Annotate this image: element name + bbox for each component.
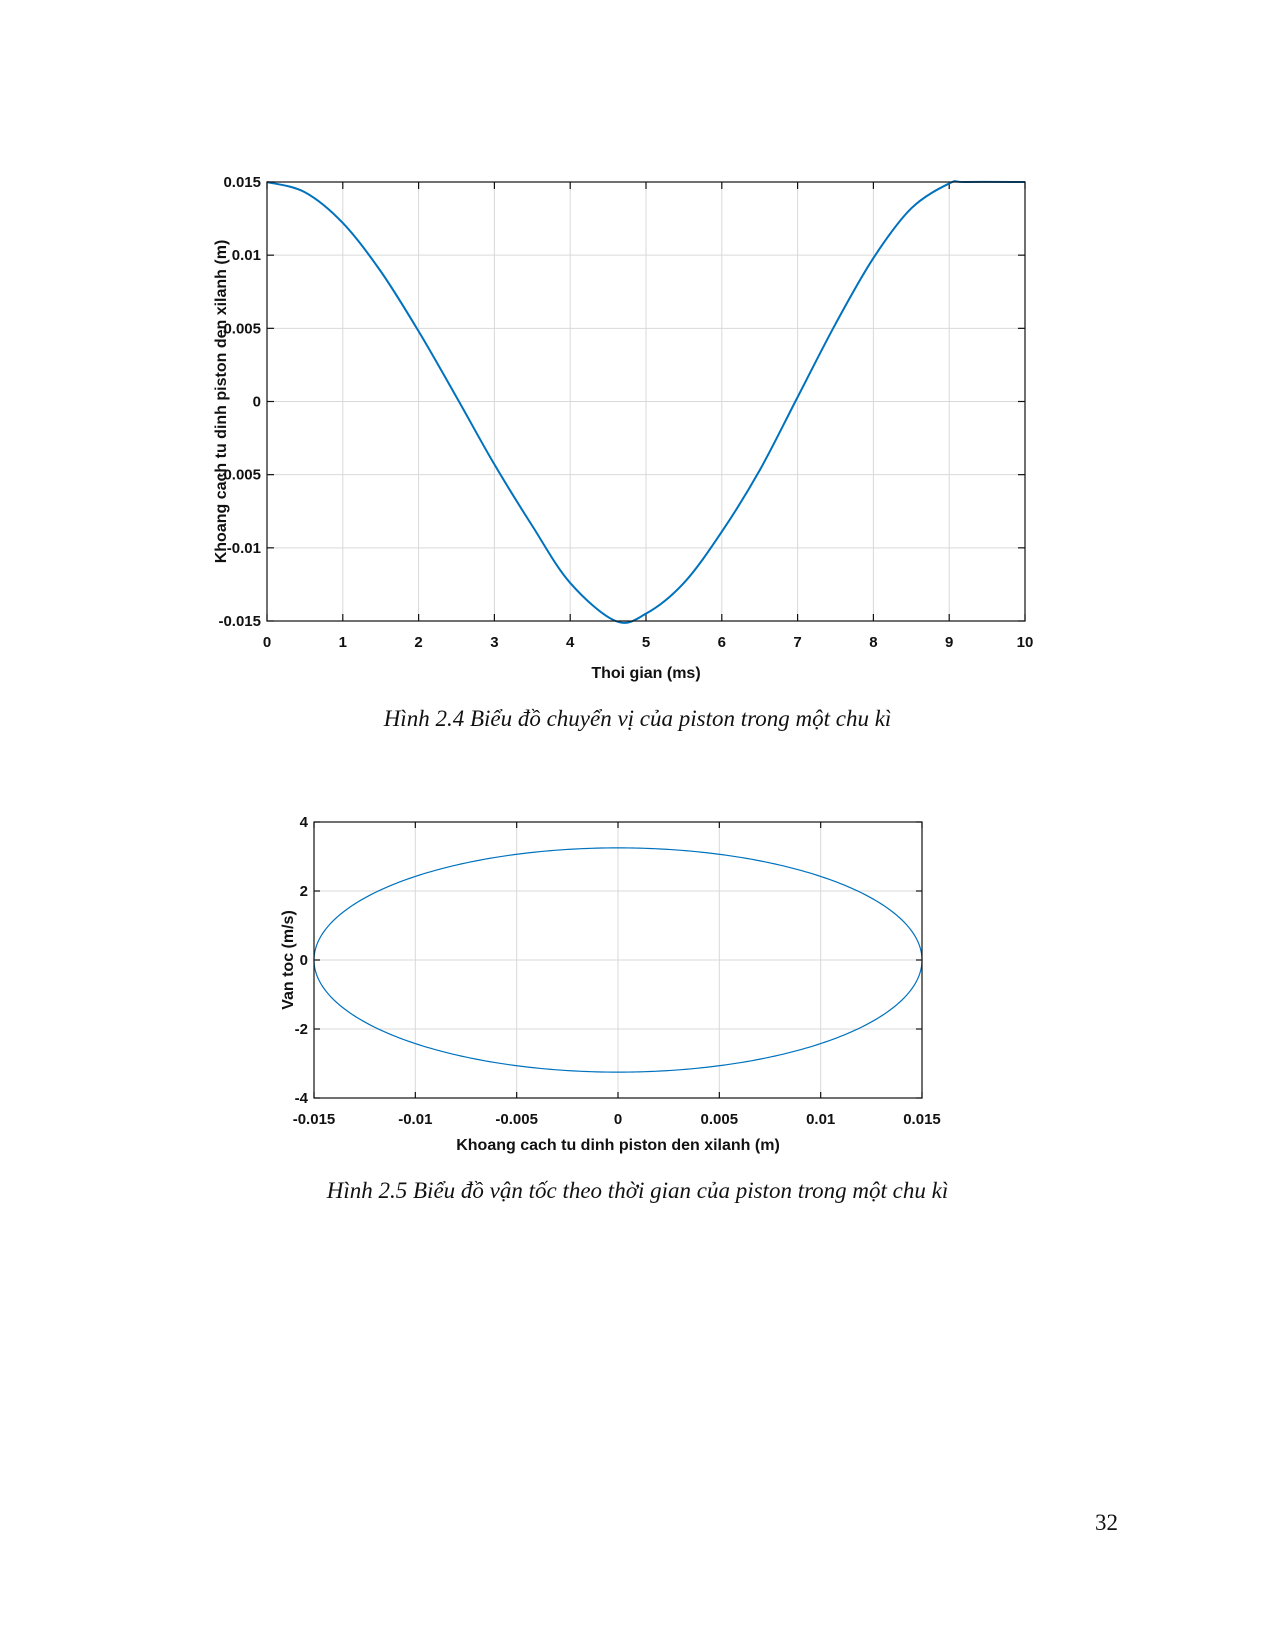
chart-2-y-tick-label: 0 — [300, 952, 308, 969]
chart-2-y-tick-label: 2 — [300, 883, 308, 900]
chart-1-x-tick-label: 4 — [566, 634, 575, 651]
chart-2-x-tick-label: 0 — [614, 1111, 622, 1128]
chart-1-x-tick-label: 2 — [414, 634, 422, 651]
chart-1-x-tick-label: 9 — [945, 634, 953, 651]
chart-2-y-tick-label: -4 — [295, 1090, 309, 1107]
figure-2-4-caption: Hình 2.4 Biểu đồ chuyển vị của piston tr… — [383, 706, 892, 731]
page-number: 32 — [1095, 1510, 1118, 1535]
chart-1-y-axis-label: Khoang cach tu dinh piston den xilanh (m… — [213, 240, 230, 564]
chart-1-x-tick-labels: 0 1 2 3 4 5 6 7 8 9 10 — [263, 634, 1034, 651]
chart-1-y-tick-label: -0.01 — [227, 540, 261, 557]
chart-1-x-tick-label: 6 — [718, 634, 726, 651]
chart-1: 0 1 2 3 4 5 6 7 8 9 10 -0.015 -0.01 -0.005 0 0.005 0.01… — [213, 174, 1033, 682]
chart-2-y-tick-label: 4 — [300, 814, 309, 831]
chart-2-x-tick-label: 0.015 — [903, 1111, 941, 1128]
chart-1-x-axis-label: Thoi gian (ms) — [591, 665, 700, 682]
chart-1-x-tick-label: 7 — [793, 634, 801, 651]
chart-1-x-tick-label: 10 — [1017, 634, 1034, 651]
chart-1-x-tick-label: 3 — [490, 634, 498, 651]
chart-2-y-tick-labels: -4 -2 0 2 4 — [295, 814, 309, 1107]
chart-2-x-tick-label: 0.01 — [806, 1111, 835, 1128]
chart-1-x-tick-label: 1 — [339, 634, 347, 651]
chart-2-y-axis-label: Van toc (m/s) — [280, 910, 297, 1010]
chart-1-series-line — [266, 180, 1026, 624]
figure-2-5-caption: Hình 2.5 Biểu đồ vận tốc theo thời gian … — [326, 1178, 949, 1203]
chart-1-y-tick-label: -0.015 — [218, 613, 261, 630]
chart-1-frame — [266, 181, 1026, 622]
chart-1-y-tick-label: -0.005 — [218, 467, 261, 484]
chart-2-grid — [313, 821, 923, 1099]
chart-1-x-tick-label: 8 — [869, 634, 877, 651]
chart-1-y-tick-label: 0.005 — [223, 320, 261, 337]
chart-1-y-tick-label: 0.015 — [223, 174, 261, 191]
chart-1-grid — [266, 181, 1026, 622]
chart-2-x-tick-label: -0.01 — [398, 1111, 432, 1128]
chart-2-x-tick-label: -0.005 — [495, 1111, 538, 1128]
chart-2-frame — [313, 821, 923, 1099]
chart-2: -0.015 -0.01 -0.005 0 0.005 0.01 0.015 -4 -2 0 2 4… — [280, 814, 941, 1154]
chart-2-y-tick-label: -2 — [295, 1021, 308, 1038]
chart-1-x-tick-label: 0 — [263, 634, 271, 651]
chart-2-x-tick-labels: -0.015 -0.01 -0.005 0 0.005 0.01 0.015 — [293, 1111, 941, 1128]
chart-1-x-tick-label: 5 — [642, 634, 650, 651]
chart-2-x-axis-label: Khoang cach tu dinh piston den xilanh (m… — [456, 1137, 780, 1154]
chart-2-x-tick-label: -0.015 — [293, 1111, 336, 1128]
chart-1-y-tick-label: 0 — [253, 394, 261, 411]
chart-2-x-tick-label: 0.005 — [701, 1111, 739, 1128]
chart-1-y-tick-labels: -0.015 -0.01 -0.005 0 0.005 0.01 0.015 — [218, 174, 261, 630]
chart-1-y-tick-label: 0.01 — [232, 247, 261, 264]
